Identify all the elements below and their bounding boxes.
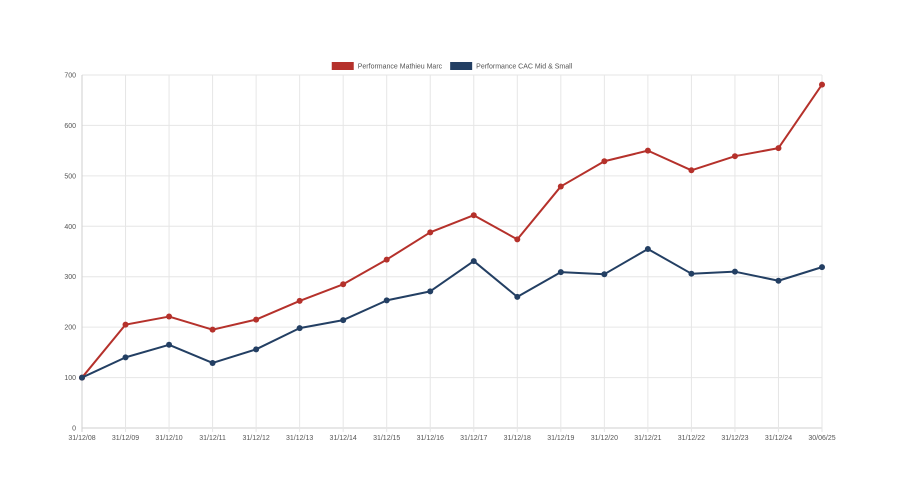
y-tick-label: 0 — [72, 426, 76, 433]
data-point[interactable] — [427, 288, 434, 295]
data-point[interactable] — [296, 325, 303, 332]
x-tick-label: 31/12/21 — [634, 435, 661, 442]
x-tick-label: 31/12/14 — [330, 435, 357, 442]
data-point[interactable] — [340, 317, 347, 324]
data-point[interactable] — [731, 268, 738, 275]
x-tick-label: 31/12/13 — [286, 435, 313, 442]
y-tick-label: 400 — [64, 224, 76, 231]
x-tick-label: 31/12/10 — [155, 435, 182, 442]
data-point[interactable] — [383, 256, 390, 263]
data-point[interactable] — [253, 316, 260, 323]
data-point[interactable] — [427, 229, 434, 236]
data-point[interactable] — [209, 326, 216, 333]
axes: 0 100 200 300 400 500 600 700 31/12/08 31/12/09 31… — [64, 73, 835, 443]
x-tick-label: 31/12/23 — [721, 435, 748, 442]
series-layer — [79, 81, 825, 381]
x-tick-label: 31/12/22 — [678, 435, 705, 442]
data-point[interactable] — [557, 269, 564, 276]
x-tick-label: 31/12/09 — [112, 435, 139, 442]
data-point[interactable] — [209, 359, 216, 366]
data-point[interactable] — [79, 374, 85, 381]
data-point[interactable] — [644, 245, 651, 252]
x-tick-label: 31/12/15 — [373, 435, 400, 442]
data-point[interactable] — [688, 167, 695, 174]
data-point[interactable] — [557, 183, 564, 190]
data-point[interactable] — [253, 346, 260, 353]
data-point[interactable] — [122, 354, 129, 361]
x-tick-label: 31/12/12 — [242, 435, 269, 442]
x-tick-label: 31/12/16 — [417, 435, 444, 442]
x-tick-label: 31/12/24 — [765, 435, 792, 442]
data-point[interactable] — [775, 145, 782, 152]
y-tick-label: 600 — [64, 123, 76, 130]
legend-swatch — [450, 62, 473, 70]
y-tick-label: 500 — [64, 173, 76, 180]
y-tick-label: 700 — [64, 73, 76, 80]
data-point[interactable] — [819, 264, 825, 271]
data-point[interactable] — [775, 277, 782, 284]
data-point[interactable] — [514, 236, 521, 243]
x-tick-label: 31/12/08 — [68, 435, 95, 442]
data-point[interactable] — [470, 212, 477, 219]
series-line — [81, 84, 823, 379]
grid — [81, 74, 823, 432]
legend-label: Performance CAC Mid & Small — [476, 64, 573, 71]
data-point[interactable] — [340, 281, 347, 288]
series-2 — [79, 245, 825, 381]
y-tick-label: 100 — [64, 375, 76, 382]
data-point[interactable] — [688, 270, 695, 277]
series-line — [81, 247, 823, 379]
x-tick-label: 31/12/17 — [460, 435, 487, 442]
x-tick-label: 31/12/20 — [591, 435, 618, 442]
x-tick-label: 31/12/11 — [199, 435, 226, 442]
data-point[interactable] — [514, 293, 521, 300]
legend-item-1[interactable]: Performance Mathieu Marc — [331, 62, 443, 71]
data-point[interactable] — [296, 297, 303, 304]
data-point[interactable] — [644, 147, 651, 154]
legend-swatch — [331, 62, 354, 70]
legend[interactable]: Performance Mathieu Marc Performance CAC … — [331, 62, 573, 71]
data-point[interactable] — [166, 313, 173, 320]
legend-label: Performance Mathieu Marc — [358, 64, 443, 71]
data-point[interactable] — [383, 297, 390, 304]
data-point[interactable] — [601, 158, 608, 165]
series-1 — [79, 81, 825, 381]
x-tick-label: 30/06/25 — [808, 435, 835, 442]
x-tick-label: 31/12/18 — [504, 435, 531, 442]
data-point[interactable] — [122, 321, 129, 328]
data-point[interactable] — [731, 153, 738, 160]
y-tick-label: 200 — [64, 325, 76, 332]
y-tick-label: 300 — [64, 274, 76, 281]
data-point[interactable] — [470, 258, 477, 265]
data-point[interactable] — [166, 341, 173, 348]
data-point[interactable] — [601, 271, 608, 278]
legend-item-2[interactable]: Performance CAC Mid & Small — [450, 62, 573, 71]
x-tick-label: 31/12/19 — [547, 435, 574, 442]
data-point[interactable] — [819, 81, 825, 88]
